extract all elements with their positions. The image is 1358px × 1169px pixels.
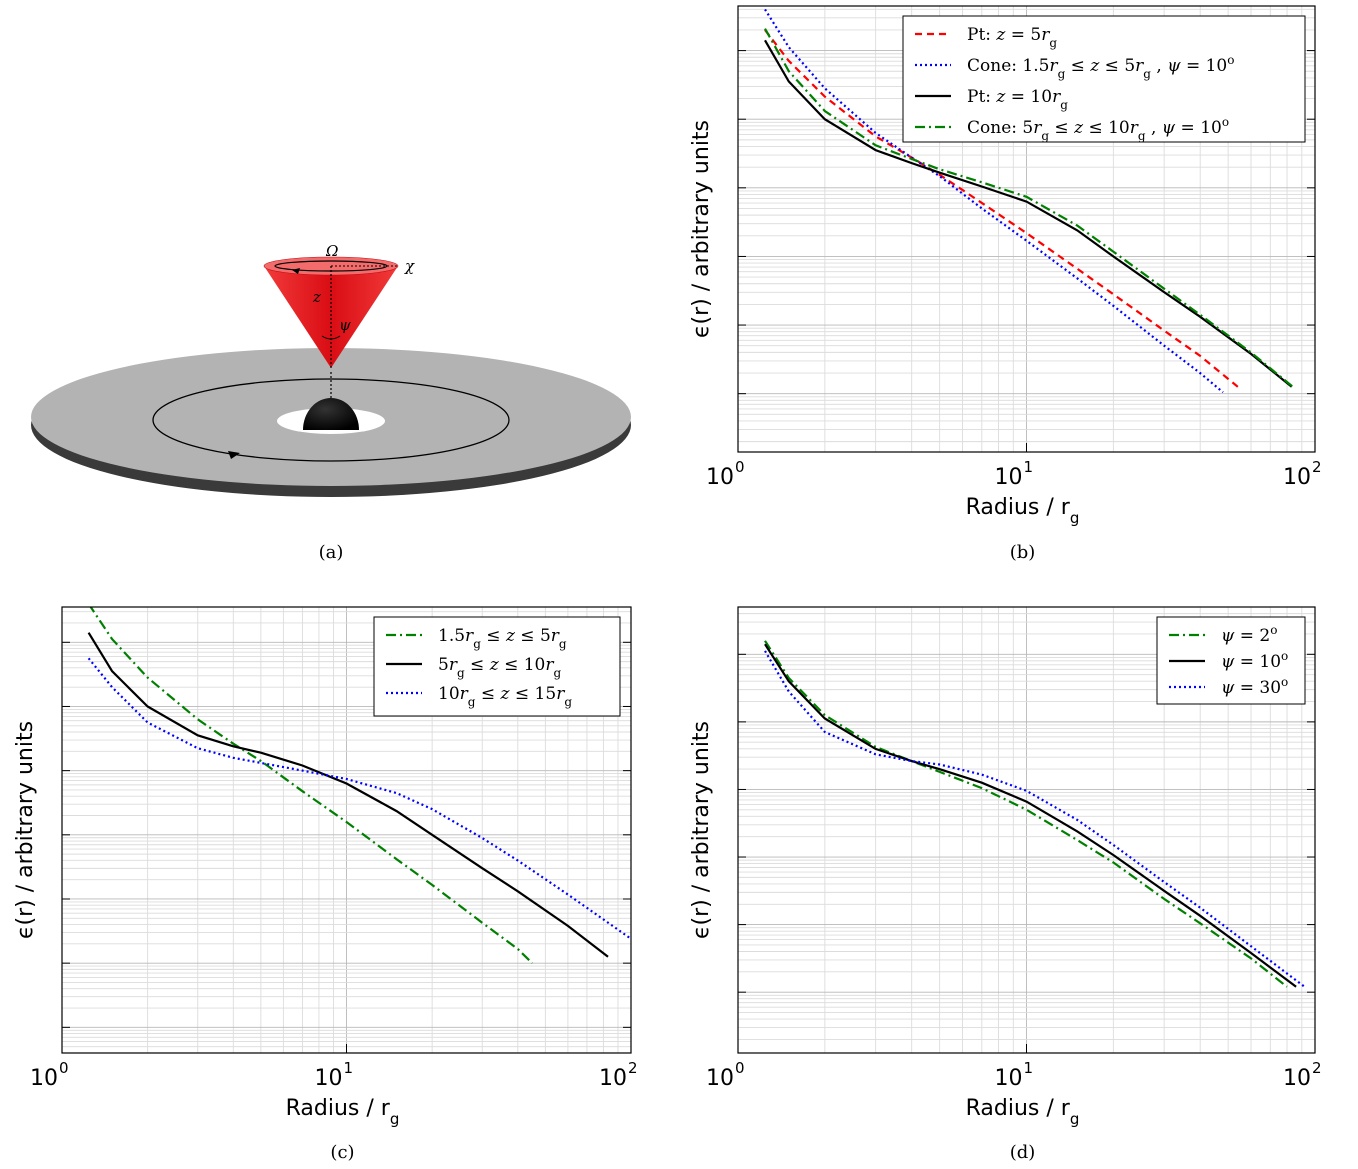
- x-tick-label-b-2: 10: [1283, 465, 1311, 490]
- series-line-b-0: [764, 29, 1239, 388]
- caption-d: (d): [1010, 1142, 1036, 1163]
- x-tick-label-b-1: 10: [995, 465, 1023, 490]
- x-tick-exp-b-1: 1: [1024, 458, 1034, 476]
- legend-b: Pt: z = 5rg Cone: 1.5rg ≤ z ≤ 5rg , ψ = 1…: [902, 15, 1306, 143]
- caption-c: (c): [330, 1142, 354, 1163]
- black-hole: [303, 398, 359, 430]
- caption-b: (b): [1010, 542, 1036, 563]
- x-tick-exp-d-2: 2: [1312, 1059, 1322, 1077]
- x-axis-label-c: Radius / rg: [286, 1096, 400, 1128]
- series-line-d-0: [764, 640, 1288, 988]
- x-tick-label-d-2: 10: [1283, 1066, 1311, 1091]
- y-axis-label-c: ϵ(r) / arbitrary units: [13, 721, 38, 939]
- x-tick-exp-c-1: 1: [344, 1059, 354, 1077]
- legend-label-d-1: ψ = 10o: [1221, 649, 1288, 672]
- x-tick-exp-b-2: 2: [1312, 458, 1322, 476]
- rotation-arrow: [292, 268, 300, 274]
- psi-label: ψ: [339, 316, 351, 334]
- x-axis-label-b: Radius / rg: [966, 495, 1080, 527]
- cone-body: [264, 266, 398, 368]
- legend-d: ψ = 2o ψ = 10o ψ = 30o: [1156, 616, 1306, 705]
- series-line-c-1: [87, 632, 609, 958]
- x-axis-label-d: Radius / rg: [966, 1096, 1080, 1128]
- x-tick-label-d-1: 10: [995, 1066, 1023, 1091]
- series-line-c-0: [89, 607, 534, 964]
- omega-label: Ω: [325, 242, 338, 260]
- legend-label-b-3: Cone: 5rg ≤ z ≤ 10rg , ψ = 10o: [967, 115, 1229, 143]
- series-line-b-1: [764, 8, 1224, 394]
- x-tick-label-d-0: 10: [706, 1066, 734, 1091]
- series-group-c: [87, 607, 631, 964]
- disk-orbit-ring: [152, 378, 510, 462]
- legend-label-c-0: 1.5rg ≤ z ≤ 5rg: [438, 626, 567, 651]
- legend-label-c-2: 10rg ≤ z ≤ 15rg: [438, 684, 572, 709]
- legend-label-b-0: Pt: z = 5rg: [967, 25, 1057, 50]
- x-tick-label-c-2: 10: [599, 1066, 627, 1091]
- x-tick-label-b-0: 10: [706, 465, 734, 490]
- x-tick-label-c-0: 10: [30, 1066, 58, 1091]
- legend-label-b-1: Cone: 1.5rg ≤ z ≤ 5rg , ψ = 10o: [967, 53, 1234, 81]
- orbit-arrow-left: [228, 451, 240, 459]
- legend-label-c-1: 5rg ≤ z ≤ 10rg: [438, 655, 562, 680]
- legend-label-b-2: Pt: z = 10rg: [967, 87, 1068, 112]
- legend-c: 1.5rg ≤ z ≤ 5rg 5rg ≤ z ≤ 10rg 10rg ≤ z ≤ …: [373, 616, 621, 717]
- caption-a: (a): [319, 542, 344, 563]
- x-tick-exp-c-0: 0: [59, 1059, 69, 1077]
- series-group-d: [764, 640, 1306, 988]
- x-tick-exp-c-2: 2: [628, 1059, 638, 1077]
- x-tick-exp-d-1: 1: [1024, 1059, 1034, 1077]
- series-line-c-2: [87, 657, 631, 940]
- x-tick-label-c-1: 10: [315, 1066, 343, 1091]
- z-label: z: [312, 288, 321, 306]
- series-line-b-2: [764, 39, 1293, 388]
- x-tick-exp-b-0: 0: [735, 458, 745, 476]
- series-line-d-1: [764, 643, 1297, 988]
- psi-arc: [321, 335, 341, 340]
- panel-a-diagram: Ω χ z ψ (a): [31, 242, 631, 563]
- chi-label: χ: [404, 257, 415, 275]
- legend-label-d-0: ψ = 2o: [1221, 623, 1277, 646]
- x-tick-exp-d-0: 0: [735, 1059, 745, 1077]
- legend-label-d-2: ψ = 30o: [1221, 675, 1288, 698]
- grid-c: [61, 607, 631, 1054]
- series-group-b: [764, 8, 1296, 394]
- series-line-b-3: [764, 28, 1296, 390]
- series-line-d-2: [764, 650, 1306, 988]
- y-axis-label-d: ϵ(r) / arbitrary units: [689, 721, 714, 939]
- y-axis-label-b: ϵ(r) / arbitrary units: [689, 120, 714, 338]
